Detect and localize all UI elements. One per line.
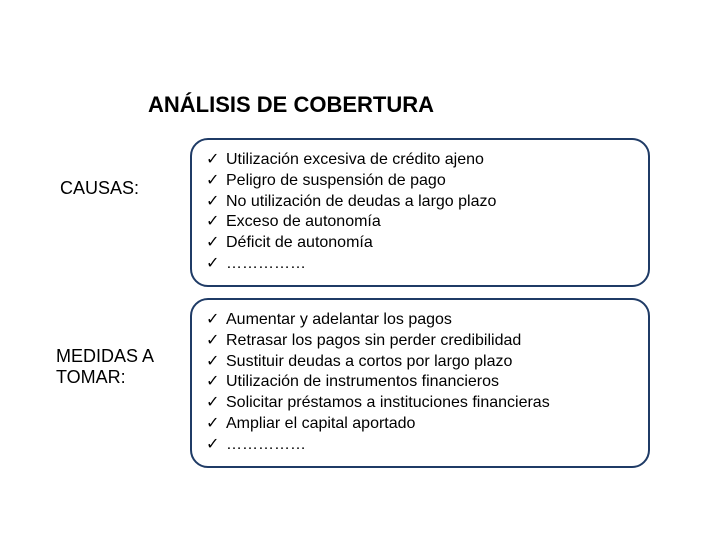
list-item-text: Ampliar el capital aportado — [226, 415, 415, 432]
list-item: ✓ Aumentar y adelantar los pagos — [206, 310, 634, 331]
list-item-text: …………… — [226, 255, 306, 272]
list-item-text: Déficit de autonomía — [226, 234, 373, 251]
list-item: ✓ Utilización de instrumentos financieros — [206, 372, 634, 393]
check-icon: ✓ — [206, 310, 219, 331]
list-item: ✓ Solicitar préstamos a instituciones fin… — [206, 393, 634, 414]
check-icon: ✓ — [206, 372, 219, 393]
bubble-causas: ✓ Utilización excesiva de crédito ajeno ✓… — [190, 138, 650, 287]
list-item-text: Utilización excesiva de crédito ajeno — [226, 151, 484, 168]
list-item: ✓ No utilización de deudas a largo plazo — [206, 192, 634, 213]
list-item-text: Solicitar préstamos a instituciones fina… — [226, 394, 550, 411]
list-item: ✓ Peligro de suspensión de pago — [206, 171, 634, 192]
list-item: ✓ …………… — [206, 435, 634, 456]
section-label-medidas: MEDIDAS A TOMAR: — [56, 346, 186, 388]
list-medidas: ✓ Aumentar y adelantar los pagos ✓ Retras… — [206, 310, 634, 456]
list-item: ✓ Déficit de autonomía — [206, 233, 634, 254]
bubble-medidas: ✓ Aumentar y adelantar los pagos ✓ Retras… — [190, 298, 650, 468]
check-icon: ✓ — [206, 414, 219, 435]
check-icon: ✓ — [206, 331, 219, 352]
list-item-text: No utilización de deudas a largo plazo — [226, 193, 496, 210]
check-icon: ✓ — [206, 192, 219, 213]
list-item: ✓ Ampliar el capital aportado — [206, 414, 634, 435]
list-item-text: Aumentar y adelantar los pagos — [226, 311, 452, 328]
list-item: ✓ Retrasar los pagos sin perder credibil… — [206, 331, 634, 352]
list-item-text: Peligro de suspensión de pago — [226, 172, 446, 189]
list-item-text: …………… — [226, 436, 306, 453]
check-icon: ✓ — [206, 233, 219, 254]
list-item: ✓ Sustituir deudas a cortos por largo pla… — [206, 352, 634, 373]
list-item-text: Utilización de instrumentos financieros — [226, 373, 499, 390]
check-icon: ✓ — [206, 352, 219, 373]
list-item-text: Sustituir deudas a cortos por largo plaz… — [226, 353, 512, 370]
check-icon: ✓ — [206, 254, 219, 275]
check-icon: ✓ — [206, 171, 219, 192]
check-icon: ✓ — [206, 150, 219, 171]
page-title: ANÁLISIS DE COBERTURA — [148, 92, 434, 118]
list-item: ✓ Utilización excesiva de crédito ajeno — [206, 150, 634, 171]
list-item-text: Exceso de autonomía — [226, 213, 381, 230]
section-label-causas: CAUSAS: — [60, 178, 139, 199]
list-item: ✓ Exceso de autonomía — [206, 212, 634, 233]
check-icon: ✓ — [206, 393, 219, 414]
list-item-text: Retrasar los pagos sin perder credibilid… — [226, 332, 521, 349]
check-icon: ✓ — [206, 212, 219, 233]
list-causas: ✓ Utilización excesiva de crédito ajeno ✓… — [206, 150, 634, 275]
check-icon: ✓ — [206, 435, 219, 456]
list-item: ✓ …………… — [206, 254, 634, 275]
